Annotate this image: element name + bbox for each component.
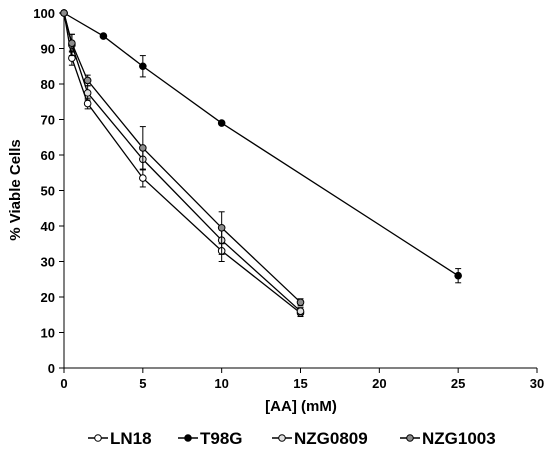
y-tick-label: 50: [41, 184, 55, 199]
legend-label: NZG0809: [294, 429, 368, 448]
legend-label: LN18: [110, 429, 152, 448]
y-tick-label: 90: [41, 42, 55, 57]
data-point: [296, 298, 305, 307]
data-point: [217, 223, 226, 232]
series-line: [63, 12, 459, 277]
data-point: [139, 62, 147, 71]
y-tick-label: 0: [48, 361, 55, 376]
data-point: [99, 32, 108, 40]
x-tick-label: 5: [139, 376, 146, 391]
legend-item-ln18: LN18: [88, 429, 152, 448]
y-tick-label: 40: [41, 219, 55, 234]
y-tick-label: 60: [41, 148, 55, 163]
y-tick-label: 70: [41, 113, 55, 128]
legend-marker: [406, 434, 414, 442]
x-tick-label: 15: [293, 376, 307, 391]
y-tick-label: 10: [41, 326, 55, 341]
y-tick-label: 80: [41, 77, 55, 92]
legend-item-nzg1003: NZG1003: [400, 429, 496, 448]
legend-label: NZG1003: [422, 429, 496, 448]
data-point: [139, 144, 147, 152]
data-point: [68, 39, 76, 47]
data-point: [139, 174, 147, 182]
legend-item-t98g: T98G: [178, 429, 243, 448]
legend-marker: [278, 434, 286, 442]
data-point: [296, 307, 305, 316]
x-tick-label: 10: [214, 376, 228, 391]
data-point: [217, 119, 226, 127]
series-line: [63, 12, 301, 303]
x-tick-label: 30: [530, 376, 544, 391]
data-point: [83, 89, 92, 97]
data-point: [83, 99, 92, 108]
data-point: [454, 271, 462, 280]
legend-item-nzg0809: NZG0809: [272, 429, 368, 448]
legend-marker: [94, 434, 102, 442]
legend: LN18 T98G NZG0809 NZG1003: [88, 429, 496, 448]
legend-label: T98G: [200, 429, 243, 448]
series-t98g: [60, 9, 462, 284]
x-axis-title: [AA] (mM): [265, 398, 337, 415]
axes: 0 5 10 15 20 25 30 0 10 20 30 40 50 60 70 80 90 100: [33, 6, 544, 391]
y-tick-label: 20: [41, 290, 55, 305]
y-axis-title: % Viable Cells: [7, 139, 24, 240]
y-tick-label: 100: [33, 6, 55, 21]
data-point: [83, 76, 92, 85]
series-nzg0809: [60, 9, 305, 316]
x-tick-label: 0: [60, 376, 67, 391]
series-line: [63, 12, 301, 312]
x-tick-label: 20: [372, 376, 386, 391]
y-tick-label: 30: [41, 255, 55, 270]
legend-marker: [184, 434, 192, 442]
x-tick-label: 25: [451, 376, 465, 391]
series-nzg1003: [60, 9, 305, 307]
data-point: [60, 9, 68, 17]
series-layer: [60, 9, 462, 318]
